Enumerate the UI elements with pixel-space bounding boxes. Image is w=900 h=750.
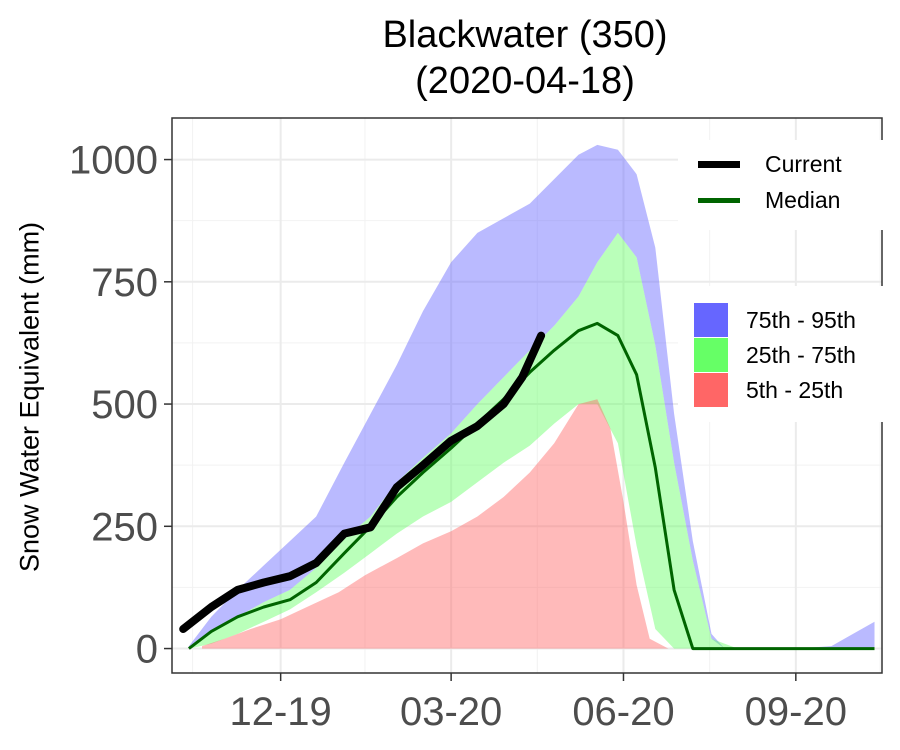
legend-bands: 75th - 95th 25th - 75th 5th - 25th [678,286,883,422]
legend-item-current: Current [678,146,842,182]
chart-subtitle: (2020-04-18) [415,60,635,102]
band-5-25 [202,399,875,649]
current-line [179,331,546,633]
legend-lines: Current Median [678,140,883,230]
legend-key-25-75 [694,338,728,372]
legend-item-5-25: 5th - 25th [678,372,843,408]
x-tick-label: 06-20 [572,690,674,734]
legend-label-75-95: 75th - 95th [746,306,856,333]
chart-title: Blackwater (350) [382,14,668,56]
legend-key-5-25 [694,373,728,407]
y-tick-label: 1000 [69,139,158,183]
band-25-75 [188,232,875,649]
y-tick-label: 250 [91,505,158,549]
legend-label-median: Median [765,186,841,213]
x-tick-label: 03-20 [400,690,502,734]
legend-item-median: Median [678,182,840,218]
band-75-95 [188,144,875,649]
y-tick-label: 500 [91,383,158,427]
legend-key-median [698,197,740,203]
y-tick-label: 750 [91,261,158,305]
y-tick-label: 0 [136,628,158,672]
legend-item-75-95: 75th - 95th [678,302,856,338]
legend-label-current: Current [765,150,842,177]
legend-label-25-75: 25th - 75th [746,341,856,368]
x-tick-label: 12-19 [229,690,331,734]
legend-label-5-25: 5th - 25th [746,376,844,403]
legend-item-25-75: 25th - 75th [678,337,856,373]
legend-key-current [698,160,740,168]
x-tick-label: 09-20 [745,690,847,734]
legend-key-75-95 [694,303,728,337]
